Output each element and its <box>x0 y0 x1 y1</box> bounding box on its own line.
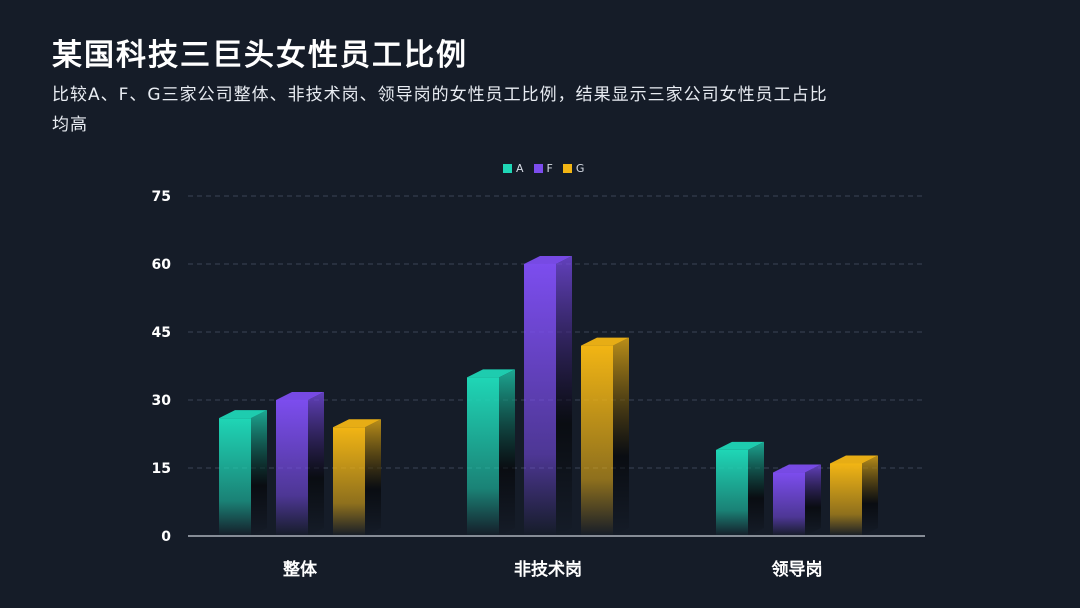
bar-front-face <box>773 472 805 536</box>
bar-front-face <box>276 400 308 536</box>
y-tick-label: 0 <box>161 529 171 545</box>
bar-side-face <box>862 455 878 536</box>
y-tick-label: 45 <box>152 325 171 341</box>
x-category-label: 领导岗 <box>772 559 823 580</box>
bar-front-face <box>581 345 613 536</box>
x-category-label: 非技术岗 <box>514 559 582 580</box>
bar-f-0 <box>276 392 324 536</box>
bar-top-face <box>773 464 821 473</box>
legend-swatch-g <box>562 164 572 173</box>
y-tick-label: 15 <box>152 461 171 477</box>
legend-swatch-f <box>533 164 543 173</box>
bar-side-face <box>556 256 572 536</box>
bar-side-face <box>251 410 267 536</box>
bar-side-face <box>805 464 821 536</box>
legend-item-f: F <box>533 162 553 175</box>
bar-front-face <box>219 418 251 536</box>
bar-top-face <box>276 392 324 400</box>
bar-f-1 <box>524 256 572 536</box>
bar-a-2 <box>716 441 764 536</box>
bar-f-2 <box>773 464 821 536</box>
y-tick-label: 30 <box>152 393 172 409</box>
x-category-label: 整体 <box>283 559 318 580</box>
bar-top-face <box>219 410 267 419</box>
legend-swatch-a <box>503 164 512 173</box>
bar-top-face <box>716 441 764 450</box>
bar-front-face <box>333 427 365 536</box>
bar-side-face <box>613 337 629 536</box>
y-tick-label: 75 <box>152 189 171 205</box>
legend-label-f: F <box>546 162 553 175</box>
chart-subtitle: 比较A、F、G三家公司整体、非技术岗、领导岗的女性员工比例，结果显示三家公司女性… <box>52 85 828 135</box>
chart-title: 某国科技三巨头女性员工比例 <box>52 38 468 73</box>
bar-top-face <box>524 256 572 264</box>
legend-item-g: G <box>562 162 585 175</box>
bar-front-face <box>716 449 748 536</box>
bar-top-face <box>333 419 381 428</box>
bar-front-face <box>524 264 556 536</box>
bar-top-face <box>581 337 629 346</box>
bar-top-face <box>467 369 515 378</box>
legend: A F G <box>503 162 584 175</box>
bar-a-1 <box>467 369 515 536</box>
bar-side-face <box>365 419 381 536</box>
bar-a-0 <box>219 410 267 536</box>
legend-label-a: A <box>516 162 524 175</box>
bar-g-2 <box>830 455 878 536</box>
bar-side-face <box>499 369 515 536</box>
bar-g-0 <box>333 419 381 536</box>
bar-g-1 <box>581 337 629 536</box>
bar-side-face <box>748 441 764 536</box>
legend-label-g: G <box>575 162 585 175</box>
legend-item-a: A <box>503 162 524 175</box>
bar-top-face <box>830 455 878 464</box>
bar-front-face <box>467 377 499 536</box>
bar-front-face <box>830 463 862 536</box>
bar-side-face <box>308 392 324 536</box>
y-tick-label: 60 <box>152 257 172 273</box>
